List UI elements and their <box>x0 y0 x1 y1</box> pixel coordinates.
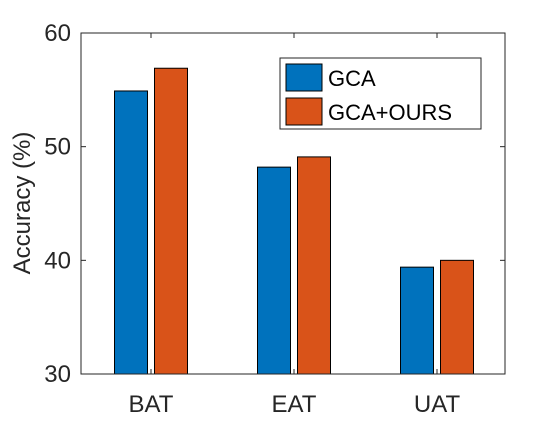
ticks-layer: 30 40 50 60 BAT EAT UAT <box>44 20 505 418</box>
y-tick-label-50: 50 <box>44 134 71 161</box>
x-tick-label-uat: UAT <box>414 391 461 418</box>
bar-gca-ours-uat <box>440 259 474 375</box>
y-tick-label-60: 60 <box>44 20 71 47</box>
legend: GCA GCA+OURS <box>279 57 482 130</box>
bar-gca-bat <box>114 90 148 375</box>
bars-layer <box>114 67 474 375</box>
bar-gca-ours-eat <box>297 156 331 375</box>
legend-label-gca: GCA <box>328 66 376 91</box>
x-tick-label-eat: EAT <box>272 391 317 418</box>
y-tick-label-40: 40 <box>44 247 71 274</box>
axes-box <box>80 32 506 375</box>
legend-swatch-gca-ours <box>285 97 323 126</box>
y-axis-title: Accuracy (%) <box>9 132 36 275</box>
legend-label-gca-ours: GCA+OURS <box>328 100 452 125</box>
bar-gca-ours-bat <box>154 67 188 375</box>
y-tick-label-30: 30 <box>44 361 71 388</box>
bar-gca-eat <box>257 166 291 375</box>
x-tick-label-bat: BAT <box>129 391 174 418</box>
bar-gca-uat <box>400 266 434 375</box>
legend-swatch-gca <box>285 63 323 92</box>
